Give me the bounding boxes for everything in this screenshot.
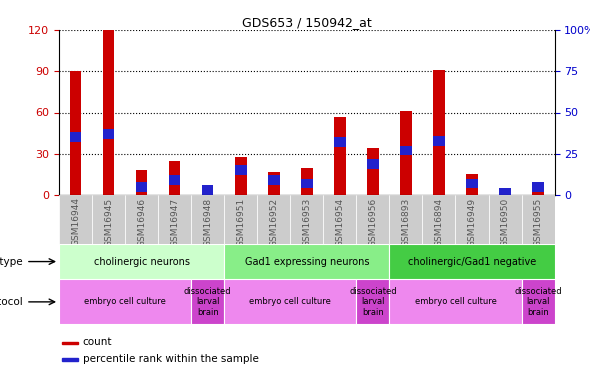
Text: GSM16949: GSM16949 xyxy=(467,197,477,247)
Text: GSM16944: GSM16944 xyxy=(71,197,80,246)
Bar xyxy=(522,195,555,244)
Bar xyxy=(158,195,191,244)
Bar xyxy=(268,172,280,195)
Text: GSM16955: GSM16955 xyxy=(533,197,543,247)
Bar xyxy=(389,195,422,244)
Bar xyxy=(532,185,544,195)
Bar xyxy=(202,185,214,195)
Text: percentile rank within the sample: percentile rank within the sample xyxy=(83,354,258,363)
Bar xyxy=(334,117,346,195)
Bar xyxy=(499,188,511,198)
Bar xyxy=(70,71,81,195)
Bar xyxy=(356,279,389,324)
Text: cholinergic neurons: cholinergic neurons xyxy=(94,256,189,267)
Bar xyxy=(268,175,280,185)
Text: GSM16956: GSM16956 xyxy=(368,197,378,247)
Bar xyxy=(367,148,379,195)
Text: dissociated
larval
brain: dissociated larval brain xyxy=(184,287,231,317)
Bar xyxy=(323,195,356,244)
Bar xyxy=(59,195,92,244)
Bar xyxy=(169,160,181,195)
Bar xyxy=(257,195,290,244)
Bar xyxy=(169,175,181,185)
Bar xyxy=(136,170,148,195)
Bar xyxy=(301,168,313,195)
Bar xyxy=(191,195,224,244)
Text: GSM16947: GSM16947 xyxy=(170,197,179,247)
Bar xyxy=(466,178,478,188)
Bar xyxy=(125,195,158,244)
Bar xyxy=(433,70,445,195)
Bar xyxy=(422,195,455,244)
Bar xyxy=(224,195,257,244)
Bar xyxy=(356,195,389,244)
Bar xyxy=(70,132,81,142)
Bar xyxy=(191,279,224,324)
Text: GSM16946: GSM16946 xyxy=(137,197,146,247)
Text: GSM16950: GSM16950 xyxy=(500,197,510,247)
Bar xyxy=(433,136,445,146)
Bar xyxy=(92,195,125,244)
Text: GSM16893: GSM16893 xyxy=(401,197,411,247)
Bar xyxy=(59,279,191,324)
Text: count: count xyxy=(83,337,112,347)
Bar xyxy=(367,159,379,169)
Bar xyxy=(455,195,489,244)
Text: GSM16952: GSM16952 xyxy=(269,197,278,247)
Bar xyxy=(224,244,389,279)
Bar xyxy=(301,178,313,188)
Bar xyxy=(103,30,114,195)
Bar xyxy=(235,165,247,175)
Bar xyxy=(400,146,412,155)
Bar xyxy=(400,111,412,195)
Bar xyxy=(103,129,114,139)
Text: GSM16954: GSM16954 xyxy=(335,197,345,247)
Bar xyxy=(59,244,224,279)
Bar xyxy=(62,342,78,344)
Text: protocol: protocol xyxy=(0,297,22,307)
Text: Gad1 expressing neurons: Gad1 expressing neurons xyxy=(244,256,369,267)
Text: GSM16953: GSM16953 xyxy=(302,197,312,247)
Text: GSM16951: GSM16951 xyxy=(236,197,245,247)
Bar xyxy=(290,195,323,244)
Text: GSM16948: GSM16948 xyxy=(203,197,212,247)
Text: embryo cell culture: embryo cell culture xyxy=(250,297,331,306)
Text: dissociated
larval
brain: dissociated larval brain xyxy=(514,287,562,317)
Bar xyxy=(235,156,247,195)
Bar xyxy=(466,174,478,195)
Bar xyxy=(389,279,522,324)
Text: dissociated
larval
brain: dissociated larval brain xyxy=(349,287,396,317)
Bar xyxy=(202,188,214,195)
Title: GDS653 / 150942_at: GDS653 / 150942_at xyxy=(242,16,372,29)
Text: embryo cell culture: embryo cell culture xyxy=(84,297,166,306)
Text: GSM16945: GSM16945 xyxy=(104,197,113,247)
Bar xyxy=(62,358,78,361)
Bar xyxy=(334,137,346,147)
Text: GSM16894: GSM16894 xyxy=(434,197,444,247)
Text: cholinergic/Gad1 negative: cholinergic/Gad1 negative xyxy=(408,256,536,267)
Bar xyxy=(499,189,511,195)
Bar xyxy=(389,244,555,279)
Text: cell type: cell type xyxy=(0,256,22,267)
Text: embryo cell culture: embryo cell culture xyxy=(415,297,496,306)
Bar xyxy=(136,182,148,192)
Bar xyxy=(532,182,544,192)
Bar xyxy=(489,195,522,244)
Bar xyxy=(522,279,555,324)
Bar xyxy=(224,279,356,324)
